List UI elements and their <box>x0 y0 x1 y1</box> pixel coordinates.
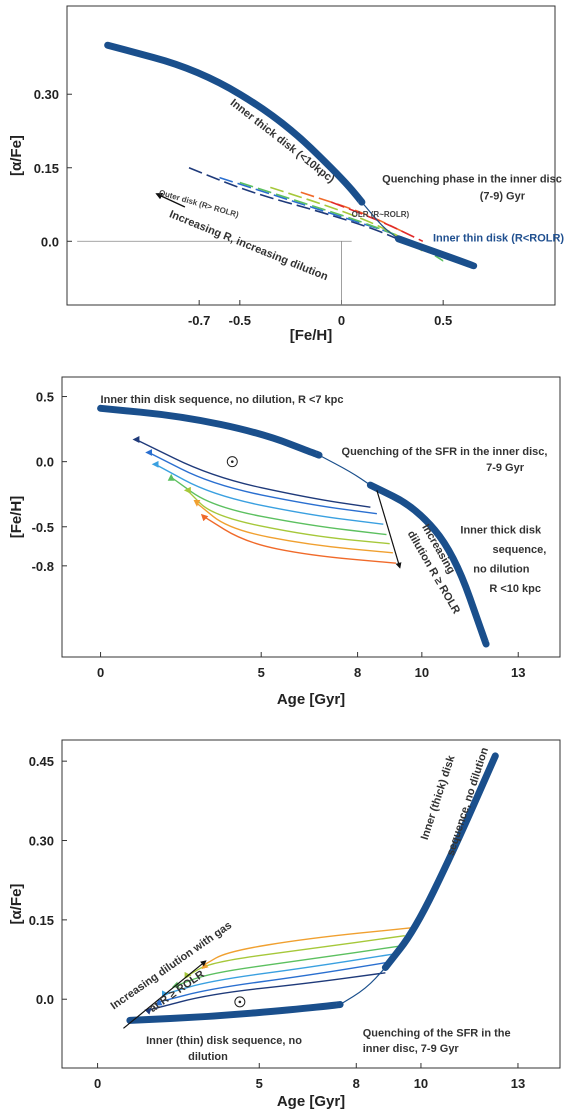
x-axis-label: [Fe/H] <box>290 327 333 344</box>
rainbow-track <box>155 961 389 1006</box>
annotation-label: dilution <box>188 1051 228 1063</box>
x-axis-label: Age [Gyr] <box>277 1093 345 1110</box>
y-tick-label: 0.30 <box>29 834 54 849</box>
x-tick-label: 5 <box>256 1076 263 1091</box>
y-tick-label: 0.5 <box>36 390 54 405</box>
annotation-label: Inner thin disk sequence, no dilution, R… <box>101 394 344 406</box>
panel-3: 0.45 0.30 0.15 0.0 0 5 8 10 13 Age [Gyr] [α/Fe] Inn… <box>8 739 561 1110</box>
series-line <box>366 481 490 648</box>
annotation-label: Quenching phase in the inner disc <box>382 173 562 185</box>
annotation-label: Inner thick disk (<10kpc) <box>228 97 337 186</box>
dilution-arrow <box>376 490 402 569</box>
y-axis-label: [α/Fe] <box>8 135 25 176</box>
x-axis-label: Age [Gyr] <box>277 691 345 708</box>
x-tick-label: 8 <box>353 1076 360 1091</box>
plot-frame <box>61 739 561 1069</box>
rainbow-track <box>168 473 387 536</box>
y-tick-label: 0.15 <box>34 161 59 176</box>
annotation-label: Quenching of the SFR in the inner disc, <box>342 446 548 458</box>
x-tick-label: 13 <box>511 1076 525 1091</box>
annotation-label: (7-9) Gyr <box>480 191 526 203</box>
rainbow-track <box>132 436 371 508</box>
rainbow-track <box>145 449 377 515</box>
sun-symbol-dot <box>238 1000 242 1004</box>
series-line <box>394 235 478 270</box>
panel-2: 0.5 0.0 -0.5 -0.8 0 5 8 10 13 Age [Gyr] [Fe/H] Inne… <box>8 376 561 708</box>
annotation-label: R <10 kpc <box>489 583 541 595</box>
series-line <box>97 404 323 459</box>
y-axis-label: [Fe/H] <box>8 496 25 539</box>
x-tick-label: 8 <box>354 665 361 680</box>
rainbow-track <box>171 945 399 989</box>
x-tick-label: 13 <box>511 665 525 680</box>
annotation-label: no dilution <box>473 563 529 575</box>
rainbow-track <box>300 191 404 233</box>
series-line <box>126 1001 344 1024</box>
dilution-arrow <box>123 960 207 1029</box>
rainbow-track <box>183 487 390 545</box>
annotation-label: Increasing R, increasing dilution <box>168 208 330 283</box>
annotation-label: Inner (thick) disk <box>419 753 458 841</box>
x-tick-label: 10 <box>414 1076 428 1091</box>
series-line <box>339 966 386 1006</box>
sun-symbol-dot <box>230 460 234 463</box>
plot-frame <box>61 376 561 658</box>
dilution-arrow <box>155 193 186 208</box>
y-tick-label: 0.45 <box>29 754 54 769</box>
y-axis-label: [α/Fe] <box>8 884 25 925</box>
x-tick-label: 0 <box>94 1076 101 1091</box>
panel-1: 0.30 0.15 0.0 -0.7 -0.5 0 0.5 [Fe/H] [α/Fe] Inner… <box>8 5 564 344</box>
rainbow-track <box>193 499 393 554</box>
x-tick-label: 5 <box>258 665 265 680</box>
annotation-label: inner disc, 7-9 Gyr <box>363 1043 460 1055</box>
rainbow-track <box>184 935 405 979</box>
annotation-label: OLR (R~ROLR) <box>352 210 410 219</box>
y-tick-label: 0.15 <box>29 913 54 928</box>
annotation-label: Inner thin disk (R<ROLR) <box>433 232 564 244</box>
rainbow-track <box>161 953 392 998</box>
series-line <box>318 454 371 486</box>
annotation-label: 7-9 Gyr <box>486 462 525 474</box>
y-tick-label: 0.30 <box>34 87 59 102</box>
annotation-label: Inner (thin) disk sequence, no <box>146 1035 302 1047</box>
x-tick-label: 0 <box>97 665 104 680</box>
rainbow-track <box>331 201 424 243</box>
plot-frame <box>66 5 556 306</box>
y-tick-label: 0.0 <box>36 455 54 470</box>
x-tick-label: 10 <box>415 665 429 680</box>
x-tick-label: -0.5 <box>229 313 251 328</box>
rainbow-track <box>201 927 412 967</box>
annotation-label: Inner thick disk <box>460 524 542 536</box>
x-tick-label: -0.7 <box>188 313 210 328</box>
y-tick-label: 0.0 <box>41 234 59 249</box>
x-tick-label: 0.5 <box>434 313 452 328</box>
y-tick-label: -0.8 <box>32 559 54 574</box>
y-tick-label: 0.0 <box>36 992 54 1007</box>
rainbow-track <box>200 513 397 564</box>
x-tick-label: 0 <box>338 313 345 328</box>
series-line <box>104 41 366 206</box>
y-tick-label: -0.5 <box>32 520 54 535</box>
annotation-label: Quenching of the SFR in the <box>363 1027 511 1039</box>
rainbow-track <box>144 972 386 1015</box>
series-line <box>381 752 499 971</box>
annotation-label: sequence, <box>493 544 547 556</box>
